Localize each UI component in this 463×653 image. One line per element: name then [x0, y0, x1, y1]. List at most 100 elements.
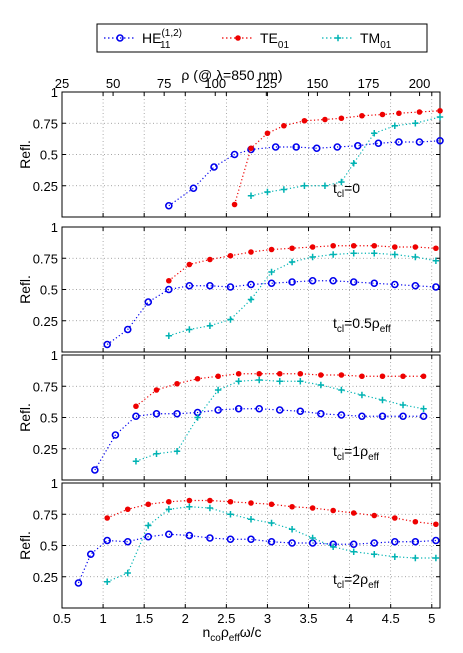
data-point-te01: [392, 244, 398, 250]
legend-label-main: TE: [260, 30, 278, 46]
data-point-tm01: [288, 258, 296, 266]
data-point-te01: [379, 111, 386, 118]
legend-marker-te01: [235, 35, 241, 41]
data-point-te01: [248, 500, 254, 506]
annotation-t-sub: cl: [337, 324, 344, 335]
data-point-he11: [354, 141, 362, 150]
y-tick-label: 0.75: [33, 116, 58, 131]
series-he11: [165, 136, 444, 210]
data-point-he11: [255, 404, 264, 413]
data-point-te01: [289, 245, 295, 252]
data-point-tm01: [214, 386, 222, 394]
data-point-tm01: [371, 130, 378, 137]
legend-marker-tm01: [334, 34, 342, 42]
legend-label-main: HE: [142, 30, 161, 46]
data-point-tm01: [288, 526, 296, 533]
data-point-te01: [318, 372, 324, 378]
panel-3: 0.25 0.5 0.75 1 Refl. tcl=1ρeff: [17, 348, 441, 481]
x-tick-label: 0.5: [53, 611, 71, 626]
legend-label-te01: TE01: [260, 30, 289, 51]
data-point-tm01: [350, 250, 357, 257]
annotation-rho-sub: eff: [368, 452, 379, 463]
data-point-tm01: [264, 188, 271, 196]
data-point-tm01: [350, 160, 357, 167]
data-point-tm01: [379, 396, 386, 404]
legend-label-tm01: TM01: [360, 30, 392, 51]
data-point-te01: [412, 244, 419, 250]
data-point-tm01: [371, 551, 378, 558]
data-point-tm01: [268, 519, 275, 527]
series-te01: [104, 497, 439, 528]
data-point-he11: [123, 325, 132, 334]
y-tick-label: 0.5: [40, 148, 58, 163]
data-point-he11: [206, 534, 214, 542]
data-point-te01: [330, 242, 336, 249]
legend-label-he11: HE(1,2) 11: [142, 28, 182, 51]
data-point-he11: [165, 285, 173, 294]
data-point-tm01: [165, 506, 173, 513]
data-point-te01: [359, 112, 365, 119]
data-point-tm01: [186, 326, 193, 333]
y-tick-label: 1: [51, 348, 58, 363]
legend-label-sub: 11: [160, 40, 171, 51]
data-point-te01: [104, 515, 110, 521]
data-point-te01: [248, 249, 254, 255]
data-point-tm01: [432, 554, 440, 562]
legend-marker-he11: [116, 34, 124, 42]
data-point-tm01: [391, 553, 399, 560]
data-point-he11: [374, 139, 383, 148]
x-tick-label: 5: [428, 611, 435, 626]
data-point-he11: [296, 407, 305, 416]
data-point-te01: [231, 201, 238, 208]
data-point-he11: [358, 412, 366, 421]
data-point-he11: [214, 406, 222, 414]
data-point-he11: [329, 276, 337, 285]
data-point-te01: [186, 261, 193, 268]
top-tick-label: 150: [307, 76, 329, 91]
data-point-tm01: [280, 186, 288, 193]
data-point-he11: [337, 411, 346, 419]
data-point-tm01: [338, 386, 345, 394]
panel-annotation: tcl=0.5ρeff: [333, 315, 391, 335]
series-line-te01: [168, 245, 436, 282]
y-tick-label: 0.25: [33, 179, 58, 194]
data-point-he11: [415, 138, 424, 146]
data-point-te01: [145, 501, 152, 508]
data-point-tm01: [227, 511, 234, 518]
top-tick-label: 75: [157, 76, 171, 91]
annotation-eq: =0: [344, 180, 360, 196]
data-point-te01: [174, 380, 180, 387]
data-point-tm01: [309, 253, 316, 261]
data-point-tm01: [317, 381, 325, 389]
data-point-he11: [185, 281, 194, 290]
data-point-he11: [288, 278, 296, 286]
data-point-tm01: [247, 296, 255, 303]
data-point-te01: [400, 373, 406, 380]
annotation-eq: =2: [344, 571, 360, 587]
data-point-te01: [124, 506, 131, 513]
data-point-tm01: [391, 122, 399, 129]
data-point-tm01: [186, 503, 193, 510]
series-line-tm01: [135, 379, 424, 462]
data-point-tm01: [391, 251, 399, 258]
series-line-tm01: [168, 252, 436, 337]
series-he11: [91, 404, 428, 474]
y-tick-label: 0.75: [33, 251, 58, 266]
data-point-tm01: [371, 250, 378, 257]
data-point-he11: [349, 540, 358, 549]
data-point-he11: [226, 283, 235, 291]
xlabel-rest: ω/c: [240, 624, 262, 640]
data-point-tm01: [412, 554, 419, 562]
data-point-he11: [210, 163, 218, 171]
data-point-te01: [301, 117, 308, 124]
data-point-tm01: [227, 316, 234, 323]
panel-annotation: tcl=0: [333, 180, 360, 200]
data-point-te01: [322, 116, 328, 123]
data-point-tm01: [124, 569, 131, 577]
annotation-rho: ρ: [360, 571, 368, 587]
annotation-t-sub: cl: [337, 189, 344, 200]
data-point-te01: [248, 145, 254, 152]
data-point-he11: [419, 412, 428, 421]
series-tm01: [165, 250, 440, 339]
top-tick-label: 100: [204, 76, 226, 91]
